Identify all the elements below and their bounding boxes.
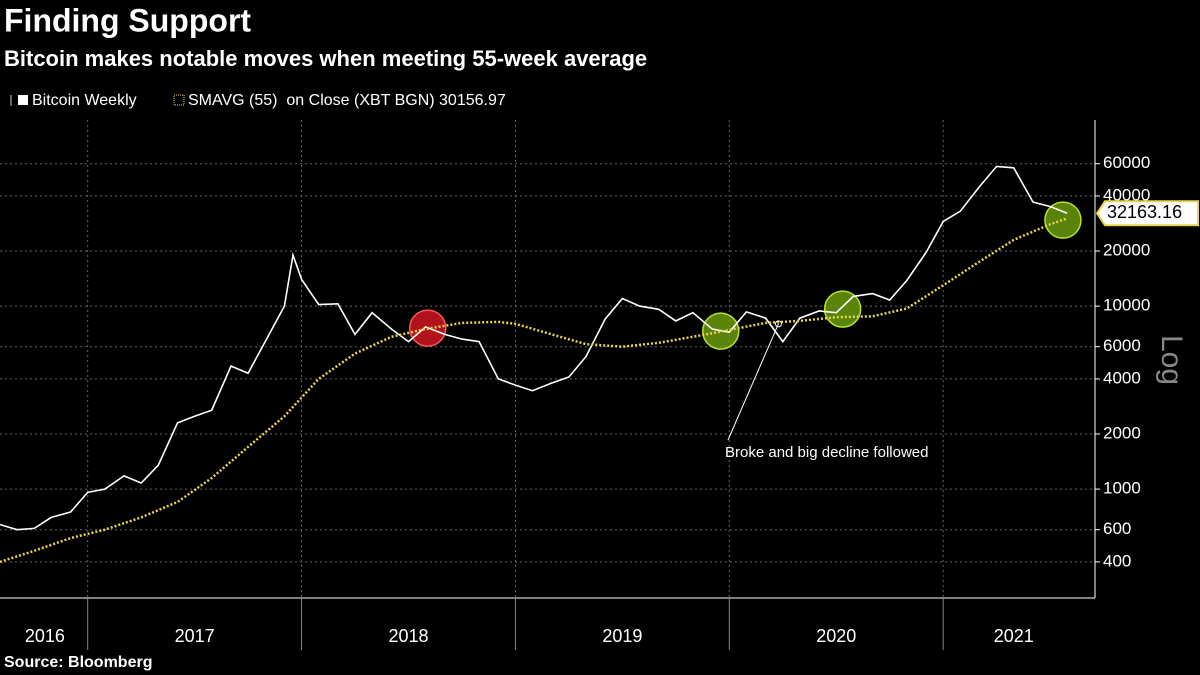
x-tick-label: 2019 (602, 626, 642, 646)
chart-subtitle: Bitcoin makes notable moves when meeting… (4, 46, 647, 71)
y-tick-label: 6000 (1103, 336, 1141, 355)
x-tick-label: 2017 (175, 626, 215, 646)
legend-swatch (173, 94, 185, 106)
legend-label: Bitcoin Weekly (32, 92, 137, 109)
chart-title: Finding Support (4, 2, 251, 38)
source: Source: Bloomberg (4, 654, 152, 671)
legend-swatch (18, 95, 28, 105)
highlight-circle (1044, 201, 1082, 239)
legend-label: SMAVG (55) on Close (XBT BGN) 30156.97 (188, 92, 506, 109)
annotation-point (774, 320, 782, 328)
y-tick-label: 40000 (1103, 185, 1150, 204)
y-tick-label: 2000 (1103, 423, 1141, 442)
y-tick-label: 10000 (1103, 296, 1150, 315)
x-tick-label: 2021 (994, 626, 1034, 646)
annotation-line (727, 323, 779, 441)
x-tick-label: 2020 (816, 626, 856, 646)
price-line (0, 165, 1068, 531)
last-price-box (1095, 200, 1199, 227)
y-tick-label: 600 (1103, 519, 1131, 538)
last-price-label: 32163.16 (1107, 202, 1182, 222)
y-tick-label: 20000 (1103, 241, 1150, 260)
sma-line (0, 217, 1068, 564)
y-tick-label: 400 (1103, 551, 1131, 570)
annotation: Broke and big decline followed (725, 444, 928, 461)
axis-label: Log (1155, 335, 1188, 385)
y-tick-label: 4000 (1103, 368, 1141, 387)
x-tick-label: 2018 (388, 626, 428, 646)
y-tick-label: 1000 (1103, 479, 1141, 498)
y-tick-label: 60000 (1103, 153, 1150, 172)
x-tick-label: 2016 (25, 626, 65, 646)
